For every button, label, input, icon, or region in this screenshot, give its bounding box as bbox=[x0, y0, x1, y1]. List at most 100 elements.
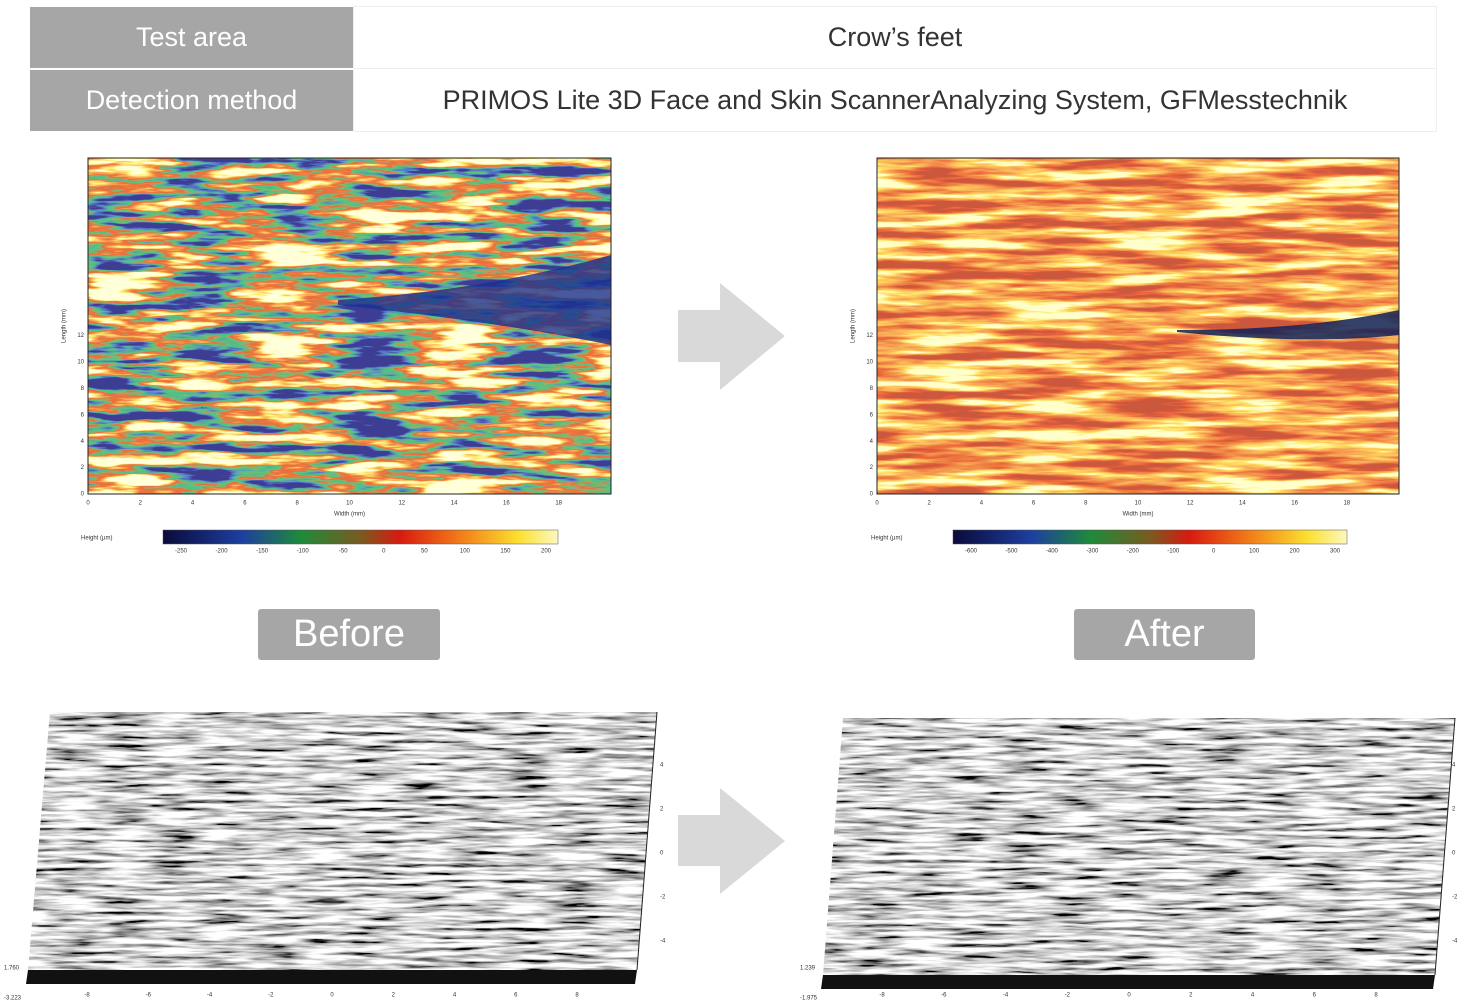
y-tick-label: 2 bbox=[660, 807, 664, 813]
x-tick-label: 2 bbox=[1189, 993, 1193, 999]
x-tick-label: 18 bbox=[1343, 501, 1350, 507]
x-tick-label: 12 bbox=[1187, 501, 1194, 507]
x-tick-label: -8 bbox=[879, 993, 885, 999]
y-tick-label: -2 bbox=[1452, 895, 1457, 901]
y-tick-label: 6 bbox=[81, 412, 85, 418]
table-value: PRIMOS Lite 3D Face and Skin ScannerAnal… bbox=[353, 68, 1437, 132]
colorbar-tick-label: 200 bbox=[541, 549, 552, 555]
x-tick-label: 14 bbox=[451, 501, 458, 507]
y-tick-label: 0 bbox=[81, 492, 85, 498]
x-tick-label: 6 bbox=[514, 993, 518, 999]
plot-frame bbox=[87, 157, 612, 495]
y-tick-label: 8 bbox=[81, 386, 85, 392]
x-tick-label: -8 bbox=[84, 993, 90, 999]
x-tick-label: -2 bbox=[268, 993, 274, 999]
x-tick-label: 4 bbox=[453, 993, 457, 999]
y-tick-label: 10 bbox=[77, 360, 84, 366]
y-tick-label: 2 bbox=[870, 465, 874, 471]
x-tick-label: 16 bbox=[1291, 501, 1298, 507]
colorbar-tick-label: 200 bbox=[1290, 549, 1301, 555]
colorbar-label: Height (µm) bbox=[871, 536, 902, 542]
y-tick-label: 4 bbox=[1452, 763, 1456, 769]
x-tick-label: 2 bbox=[928, 501, 932, 507]
table-key: Detection method bbox=[30, 68, 354, 133]
y-tick-label: 4 bbox=[81, 439, 85, 445]
y-tick-label: 12 bbox=[77, 333, 84, 339]
colorbar-tick-label: 100 bbox=[460, 549, 471, 555]
label-box bbox=[1074, 609, 1255, 660]
table-value: Crow’s feet bbox=[353, 6, 1437, 69]
panel-label: After bbox=[1124, 613, 1205, 655]
colorbar-label: Height (µm) bbox=[81, 536, 112, 542]
x-axis-label: Width (mm) bbox=[334, 512, 365, 518]
table-key: Test area bbox=[30, 6, 354, 70]
z-top-label: 1.760 bbox=[4, 966, 20, 972]
surface-base bbox=[821, 975, 1435, 989]
x-tick-label: 6 bbox=[243, 501, 247, 507]
y-tick-label: 0 bbox=[660, 851, 664, 857]
x-tick-label: 8 bbox=[1084, 501, 1088, 507]
z-bottom-label: -3.223 bbox=[4, 996, 22, 1002]
x-tick-label: 4 bbox=[191, 501, 195, 507]
x-tick-label: 4 bbox=[980, 501, 984, 507]
colorbar-tick-label: -100 bbox=[1167, 549, 1180, 555]
x-tick-label: -4 bbox=[1003, 993, 1009, 999]
wrinkle-band bbox=[338, 255, 611, 345]
y-axis-label: Length (mm) bbox=[851, 309, 857, 343]
x-tick-label: 14 bbox=[1239, 501, 1246, 507]
y-tick-label: 6 bbox=[870, 412, 874, 418]
colorbar bbox=[162, 529, 559, 545]
surface-edge bbox=[1434, 717, 1456, 976]
colorbar-tick-label: -200 bbox=[1127, 549, 1140, 555]
x-tick-label: 8 bbox=[575, 993, 579, 999]
x-tick-label: 0 bbox=[1127, 993, 1131, 999]
colorbar-tick-label: 300 bbox=[1330, 549, 1341, 555]
y-tick-label: 0 bbox=[1452, 851, 1456, 857]
x-tick-label: 8 bbox=[1374, 993, 1378, 999]
colorbar-tick-label: 50 bbox=[421, 549, 428, 555]
z-bottom-label: -1.975 bbox=[800, 996, 818, 1002]
y-tick-label: 4 bbox=[870, 439, 874, 445]
surface-texture bbox=[823, 718, 1455, 975]
arrow bbox=[678, 283, 785, 390]
z-top-label: 1.239 bbox=[800, 966, 816, 972]
colorbar-tick-label: -50 bbox=[339, 549, 348, 555]
y-tick-label: -2 bbox=[660, 895, 666, 901]
x-tick-label: 0 bbox=[330, 993, 334, 999]
y-tick-label: 12 bbox=[866, 333, 873, 339]
x-tick-label: -6 bbox=[941, 993, 947, 999]
y-tick-label: -4 bbox=[1452, 939, 1457, 945]
x-tick-label: 10 bbox=[346, 501, 353, 507]
y-tick-label: -4 bbox=[660, 939, 666, 945]
y-tick-label: 8 bbox=[870, 386, 874, 392]
colorbar-tick-label: 100 bbox=[1249, 549, 1260, 555]
x-tick-label: 2 bbox=[139, 501, 143, 507]
y-tick-label: 0 bbox=[870, 492, 874, 498]
x-tick-label: -2 bbox=[1065, 993, 1071, 999]
info-table: Test area Crow’s feet Detection method PRI… bbox=[30, 6, 1437, 133]
x-tick-label: 16 bbox=[503, 501, 510, 507]
colorbar-tick-label: 0 bbox=[382, 549, 386, 555]
panel-label: Before bbox=[293, 613, 405, 655]
wrinkle-band bbox=[1177, 310, 1399, 340]
surface-edge bbox=[636, 711, 658, 971]
x-axis-label: Width (mm) bbox=[1123, 512, 1154, 518]
colorbar-tick-label: -300 bbox=[1086, 549, 1099, 555]
surface-base bbox=[26, 970, 637, 984]
arrow bbox=[678, 788, 785, 894]
x-tick-label: 18 bbox=[555, 501, 562, 507]
x-tick-label: 2 bbox=[392, 993, 396, 999]
x-tick-label: -4 bbox=[207, 993, 213, 999]
x-tick-label: -6 bbox=[146, 993, 152, 999]
y-tick-label: 4 bbox=[660, 763, 664, 769]
y-tick-label: 10 bbox=[866, 360, 873, 366]
colorbar-tick-label: -250 bbox=[175, 549, 188, 555]
x-tick-label: 6 bbox=[1032, 501, 1036, 507]
colorbar-tick-label: -200 bbox=[216, 549, 229, 555]
y-tick-label: 2 bbox=[1452, 807, 1456, 813]
label-box bbox=[258, 609, 440, 660]
colorbar-tick-label: 150 bbox=[500, 549, 511, 555]
plot-frame bbox=[876, 157, 1400, 495]
